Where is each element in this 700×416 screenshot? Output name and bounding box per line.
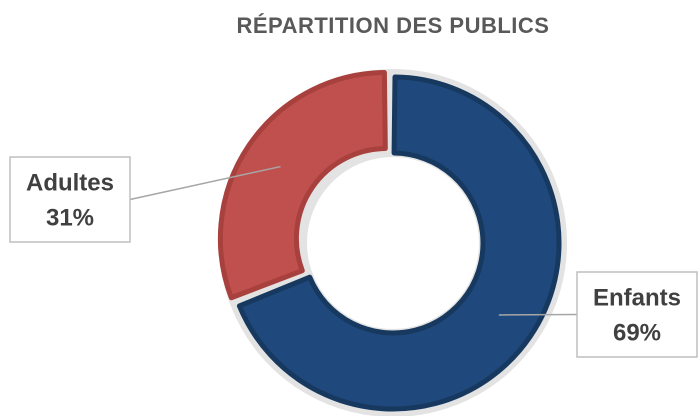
label-box <box>576 271 698 358</box>
donut-slice <box>236 74 562 412</box>
leader-line <box>129 165 281 201</box>
chart-title: RÉPARTITION DES PUBLICS <box>236 13 549 38</box>
data-label-value: 31% <box>46 204 94 231</box>
data-label-value: 69% <box>613 319 661 346</box>
data-label-name: Adultes <box>26 169 114 196</box>
donut-slice <box>217 70 388 301</box>
label-box <box>9 156 131 243</box>
data-label-name: Enfants <box>593 284 681 311</box>
